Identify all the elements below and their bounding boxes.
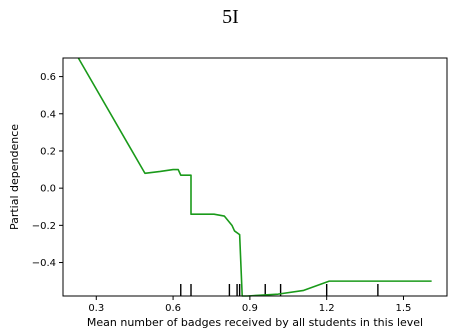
y-tick-label: 0.6 [40,72,56,83]
y-axis-ticks: −0.4 −0.2 0.0 0.2 0.4 0.6 [32,72,63,269]
y-tick-label: 0.4 [40,109,56,120]
y-tick-label: 0.2 [40,146,56,157]
x-axis-label: Mean number of badges received by all st… [87,316,423,329]
y-tick-label: 0.0 [40,184,56,195]
figure-label: 5I [222,6,239,28]
x-tick-label: 0.3 [88,303,104,314]
x-tick-label: 1.2 [319,303,335,314]
y-tick-label: −0.4 [32,258,56,269]
x-tick-label: 0.9 [242,303,258,314]
x-tick-label: 1.5 [396,303,412,314]
plot-frame [62,57,448,297]
x-axis-ticks: 0.3 0.6 0.9 1.2 1.5 [88,296,411,314]
series-lines [77,57,432,297]
y-axis-label: Partial dependence [8,124,21,230]
y-tick-label: −0.2 [32,221,56,232]
series-line-0 [77,57,432,297]
x-tick-label: 0.6 [165,303,181,314]
